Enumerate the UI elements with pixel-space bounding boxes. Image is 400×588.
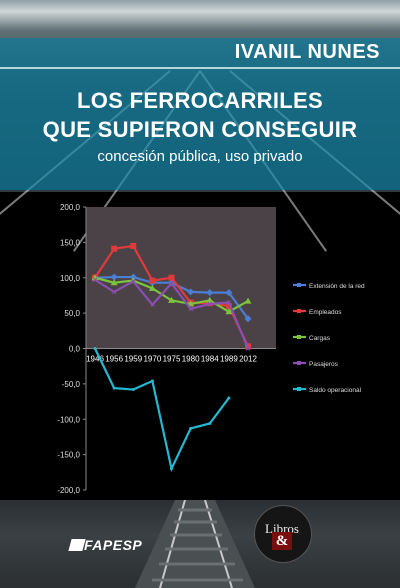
data-point bbox=[110, 273, 118, 281]
data-point bbox=[131, 388, 135, 392]
y-tick-label: -100,0 bbox=[57, 415, 80, 424]
data-point bbox=[150, 379, 154, 383]
y-tick-label: 200,0 bbox=[60, 203, 81, 212]
data-point bbox=[244, 297, 252, 304]
data-point: × bbox=[169, 278, 174, 288]
legend-marker bbox=[297, 361, 301, 365]
data-point bbox=[168, 274, 175, 281]
data-point: × bbox=[226, 298, 231, 308]
publisher-logo: FAPESP bbox=[84, 537, 143, 553]
x-tick-label: 1970 bbox=[143, 355, 161, 364]
y-tick-label: 100,0 bbox=[60, 274, 81, 283]
title-line-2: QUE SUPIERON CONSEGUIR bbox=[42, 117, 358, 142]
legend-marker bbox=[297, 283, 301, 287]
legend-label: Cargas bbox=[309, 335, 331, 342]
data-point: × bbox=[188, 304, 193, 314]
x-tick-label: 1946 bbox=[86, 355, 104, 364]
data-point bbox=[149, 277, 156, 284]
data-point bbox=[244, 315, 252, 323]
legend-label: Saldo operacional bbox=[309, 387, 362, 394]
data-point bbox=[225, 303, 232, 310]
legend-label: Pasajeros bbox=[309, 361, 339, 368]
railway-photo-bottom bbox=[0, 499, 400, 588]
data-point: × bbox=[131, 276, 136, 286]
data-point bbox=[130, 242, 137, 249]
data-point bbox=[206, 296, 214, 303]
y-tick-label: -50,0 bbox=[62, 380, 81, 389]
y-tick-label: 0,0 bbox=[69, 345, 81, 354]
book-subtitle: concesión pública, uso privado bbox=[97, 148, 303, 165]
divider bbox=[0, 67, 400, 69]
book-title: LOS FERROCARRILES QUE SUPIERON CONSEGUIR bbox=[0, 86, 400, 144]
data-point bbox=[170, 467, 173, 471]
legend-label: Empleados bbox=[309, 309, 342, 316]
x-tick-label: 1975 bbox=[163, 355, 181, 364]
series-line bbox=[94, 278, 250, 349]
data-point bbox=[129, 273, 137, 281]
x-tick-label: 1956 bbox=[105, 355, 123, 364]
legend-marker bbox=[297, 309, 301, 313]
y-tick-label: -150,0 bbox=[57, 451, 80, 460]
legend-marker bbox=[297, 335, 301, 339]
x-tick-label: 1989 bbox=[220, 355, 238, 364]
data-point bbox=[110, 279, 118, 286]
data-point bbox=[187, 288, 195, 296]
data-point bbox=[208, 421, 212, 425]
x-tick-label: 2012 bbox=[239, 355, 257, 364]
title-line-1: LOS FERROCARRILES bbox=[77, 88, 323, 113]
x-tick-label: 1980 bbox=[182, 355, 200, 364]
series-line bbox=[94, 348, 230, 473]
data-point: × bbox=[111, 287, 116, 297]
data-point bbox=[225, 308, 233, 315]
data-point: × bbox=[207, 299, 212, 309]
data-point bbox=[168, 296, 175, 303]
line-chart: 200,0 150,0 100,0 50,0 0,0 -50,0 -100,0 -150,0 -… bbox=[57, 203, 365, 495]
x-tick-label: 1959 bbox=[124, 355, 142, 364]
data-point: × bbox=[245, 344, 250, 354]
y-tick-label: -200,0 bbox=[57, 486, 80, 495]
data-point bbox=[148, 284, 156, 291]
x-tick-label: 1984 bbox=[201, 355, 219, 364]
legend-marker bbox=[297, 387, 301, 391]
imprint-ampersand: & bbox=[272, 532, 292, 550]
legend-label: Extensión de la red bbox=[309, 283, 365, 290]
y-tick-label: 50,0 bbox=[64, 309, 80, 318]
data-point bbox=[111, 245, 118, 252]
data-point bbox=[93, 347, 97, 350]
data-point bbox=[91, 274, 99, 281]
track-illustration bbox=[135, 499, 255, 588]
title-band bbox=[0, 38, 400, 190]
author-name: IVANIL NUNES bbox=[234, 41, 380, 63]
data-point bbox=[189, 426, 193, 430]
data-point: × bbox=[150, 300, 155, 310]
data-point: × bbox=[92, 275, 97, 285]
y-tick-label: 150,0 bbox=[60, 238, 81, 247]
data-point bbox=[206, 289, 214, 297]
data-point bbox=[227, 396, 231, 400]
data-point bbox=[112, 386, 116, 390]
data-point bbox=[225, 289, 233, 297]
